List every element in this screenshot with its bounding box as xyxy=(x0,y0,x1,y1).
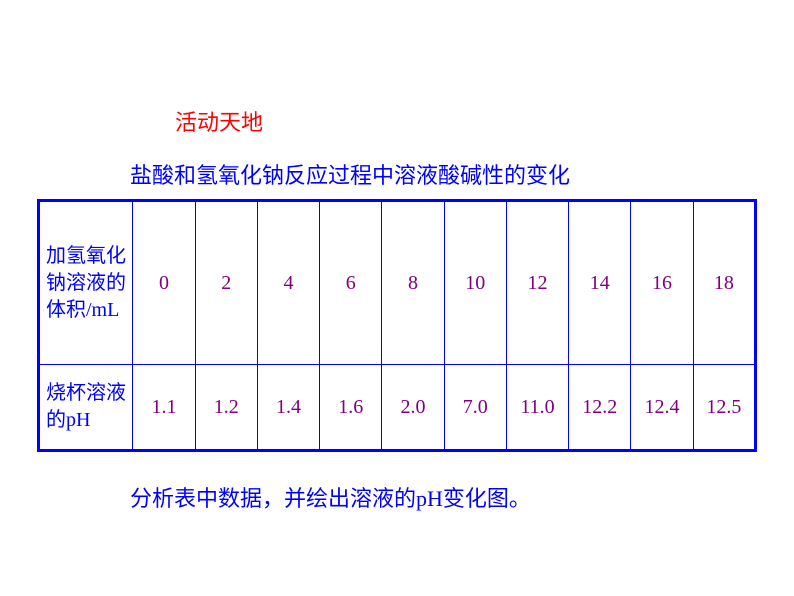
ph-cell: 12.4 xyxy=(631,365,693,451)
ph-row: 烧杯溶液的pH 1.1 1.2 1.4 1.6 2.0 7.0 11.0 12.… xyxy=(39,365,756,451)
volume-cell: 14 xyxy=(569,201,631,365)
activity-heading: 活动天地 xyxy=(175,105,263,137)
ph-cell: 7.0 xyxy=(444,365,506,451)
ph-cell: 1.2 xyxy=(195,365,257,451)
ph-cell: 2.0 xyxy=(382,365,444,451)
volume-row-label: 加氢氧化钠溶液的体积/mL xyxy=(39,201,133,365)
ph-cell: 11.0 xyxy=(506,365,568,451)
data-table-container: 加氢氧化钠溶液的体积/mL 0 2 4 6 8 10 12 14 16 18 烧… xyxy=(37,199,757,452)
volume-cell: 10 xyxy=(444,201,506,365)
ph-row-label: 烧杯溶液的pH xyxy=(39,365,133,451)
volume-row: 加氢氧化钠溶液的体积/mL 0 2 4 6 8 10 12 14 16 18 xyxy=(39,201,756,365)
ph-cell: 1.6 xyxy=(320,365,382,451)
instruction-text: 分析表中数据，并绘出溶液的pH变化图。 xyxy=(130,481,531,513)
ph-cell: 1.4 xyxy=(257,365,319,451)
ph-cell: 12.2 xyxy=(569,365,631,451)
ph-cell: 12.5 xyxy=(693,365,755,451)
ph-cell: 1.1 xyxy=(133,365,195,451)
volume-cell: 6 xyxy=(320,201,382,365)
volume-cell: 2 xyxy=(195,201,257,365)
experiment-title: 盐酸和氢氧化钠反应过程中溶液酸碱性的变化 xyxy=(130,158,570,190)
volume-cell: 18 xyxy=(693,201,755,365)
volume-cell: 0 xyxy=(133,201,195,365)
volume-cell: 12 xyxy=(506,201,568,365)
ph-data-table: 加氢氧化钠溶液的体积/mL 0 2 4 6 8 10 12 14 16 18 烧… xyxy=(37,199,757,452)
volume-cell: 4 xyxy=(257,201,319,365)
volume-cell: 16 xyxy=(631,201,693,365)
volume-cell: 8 xyxy=(382,201,444,365)
